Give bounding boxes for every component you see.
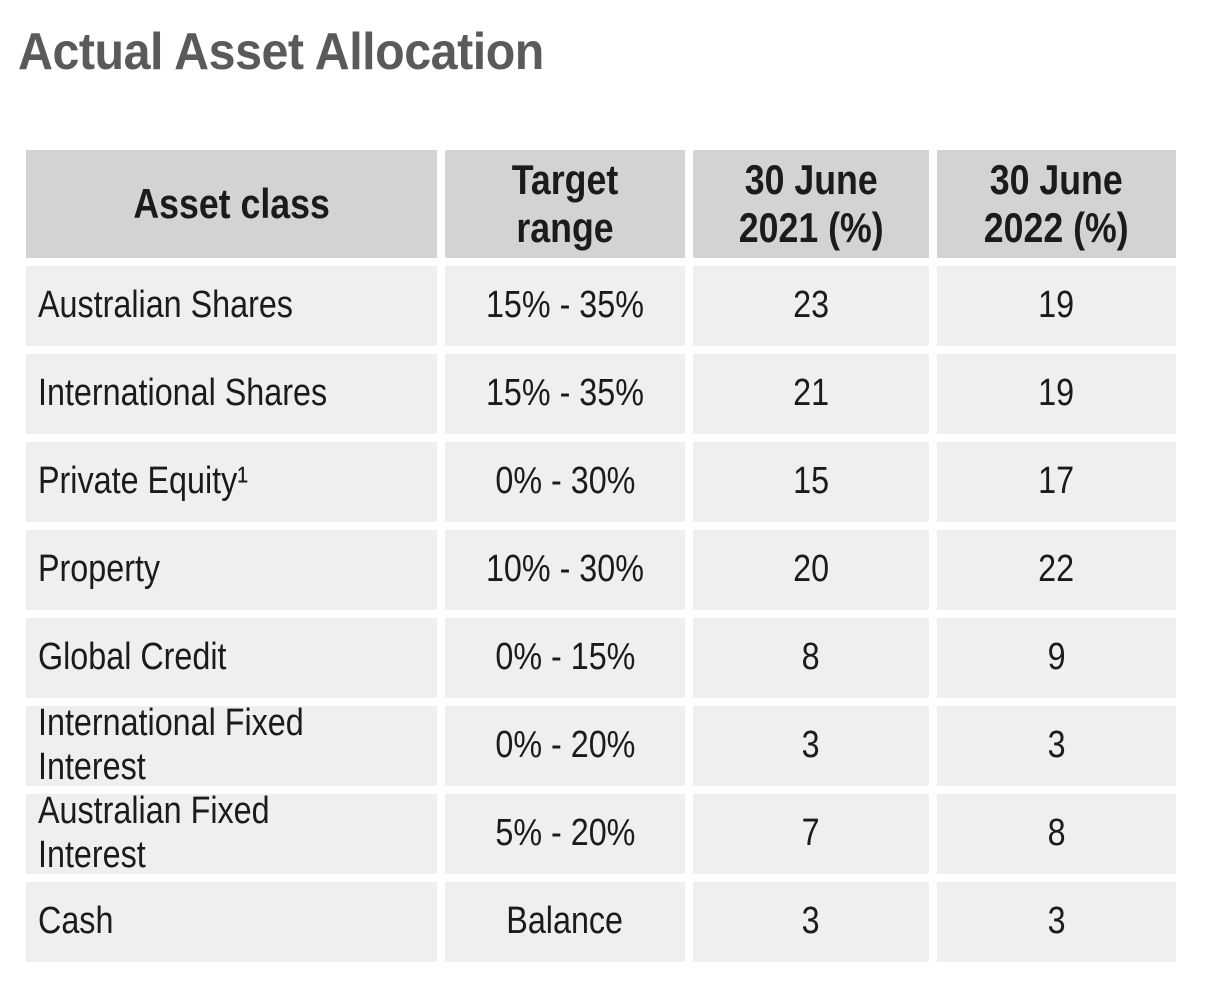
asset-class-cell: International Shares xyxy=(26,354,437,434)
jun-2022-cell: 3 xyxy=(937,706,1176,786)
asset-class-cell: Private Equity¹ xyxy=(26,442,437,522)
asset-class-cell: Property xyxy=(26,530,437,610)
target-range-cell: 15% - 35% xyxy=(445,354,685,434)
header-30-june-2021: 30 June 2021 (%) xyxy=(693,150,929,258)
target-range-cell: 0% - 15% xyxy=(445,618,685,698)
header-asset-class: Asset class xyxy=(26,150,437,258)
page-title: Actual Asset Allocation xyxy=(18,23,544,81)
header-target-range: Target range xyxy=(445,150,685,258)
asset-allocation-table: Asset class Target range 30 June 2021 (%… xyxy=(26,150,1178,962)
jun-2021-cell: 3 xyxy=(693,882,929,962)
jun-2022-cell: 17 xyxy=(937,442,1176,522)
jun-2022-cell: 9 xyxy=(937,618,1176,698)
jun-2022-cell: 22 xyxy=(937,530,1176,610)
asset-class-cell: Global Credit xyxy=(26,618,437,698)
target-range-cell: 0% - 20% xyxy=(445,706,685,786)
target-range-cell: 0% - 30% xyxy=(445,442,685,522)
jun-2021-cell: 3 xyxy=(693,706,929,786)
jun-2021-cell: 23 xyxy=(693,266,929,346)
jun-2021-cell: 20 xyxy=(693,530,929,610)
target-range-cell: 10% - 30% xyxy=(445,530,685,610)
header-30-june-2022: 30 June 2022 (%) xyxy=(937,150,1176,258)
asset-class-cell: International Fixed Interest xyxy=(26,702,437,788)
jun-2022-cell: 19 xyxy=(937,354,1176,434)
jun-2021-cell: 8 xyxy=(693,618,929,698)
jun-2021-cell: 7 xyxy=(693,794,929,874)
target-range-cell: 5% - 20% xyxy=(445,794,685,874)
asset-class-cell: Australian Fixed Interest xyxy=(26,790,437,876)
jun-2021-cell: 21 xyxy=(693,354,929,434)
jun-2022-cell: 19 xyxy=(937,266,1176,346)
target-range-cell: Balance xyxy=(445,882,685,962)
jun-2022-cell: 3 xyxy=(937,882,1176,962)
jun-2022-cell: 8 xyxy=(937,794,1176,874)
jun-2021-cell: 15 xyxy=(693,442,929,522)
target-range-cell: 15% - 35% xyxy=(445,266,685,346)
asset-class-cell: Cash xyxy=(26,882,437,962)
asset-class-cell: Australian Shares xyxy=(26,266,437,346)
